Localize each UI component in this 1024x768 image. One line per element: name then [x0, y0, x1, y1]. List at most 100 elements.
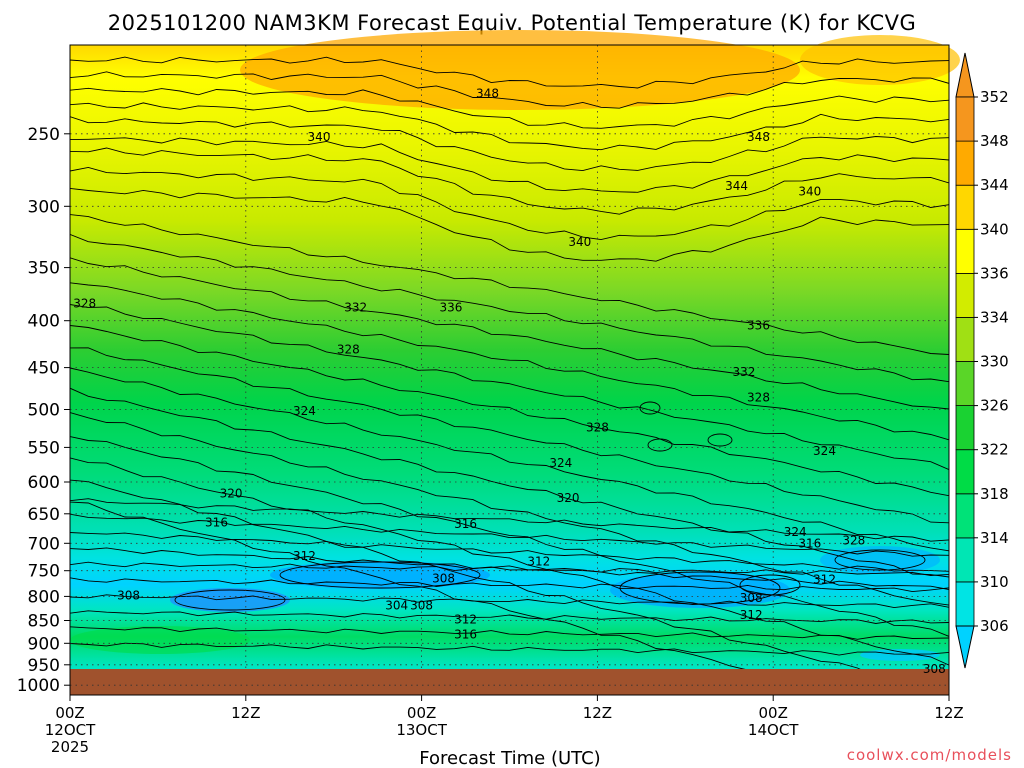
contour-line	[70, 367, 949, 552]
colorbar-swatch	[955, 140, 975, 186]
contour-line	[70, 304, 949, 471]
closed-contour	[834, 549, 926, 571]
y-tick-label: 450	[28, 359, 60, 379]
contour-line	[70, 116, 949, 172]
y-tick-label: 800	[28, 587, 60, 607]
colorbar-swatch	[955, 361, 975, 406]
y-tick-label: 850	[28, 612, 60, 632]
contour-label: 328	[842, 534, 865, 548]
contour-label: 312	[527, 555, 550, 569]
colorbar-min-arrow	[955, 625, 975, 669]
colorbar-label: 336	[980, 264, 1009, 282]
x-tick-label: 12Z	[231, 704, 260, 722]
colorbar-swatch	[955, 449, 975, 495]
field-region	[860, 649, 940, 661]
y-tick-label: 350	[28, 259, 60, 279]
contour-label: 320	[220, 487, 243, 501]
contour-line	[70, 513, 949, 557]
contour-label: 340	[568, 235, 591, 249]
contour-label: 312	[813, 573, 836, 587]
y-tick-label: 700	[28, 534, 60, 554]
ground-surface	[70, 669, 949, 695]
colorbar-swatch	[955, 405, 975, 451]
colorbar-label: 318	[980, 485, 1009, 503]
x-axis-label: Forecast Time (UTC)	[419, 748, 600, 768]
colorbar-swatch	[955, 228, 975, 274]
colorbar-swatch	[955, 537, 975, 583]
contour-label: 336	[439, 301, 462, 315]
credit-text: coolwx.com/models	[847, 746, 1012, 764]
x-tick-label: 13OCT	[396, 721, 447, 739]
contour-line	[70, 561, 949, 576]
colorbar-label: 326	[980, 397, 1009, 415]
contour-line	[70, 594, 949, 609]
contour-label: 348	[476, 87, 499, 101]
y-tick-label: 550	[28, 438, 60, 458]
contour-label: 308	[432, 572, 455, 586]
contour-lines	[70, 56, 949, 695]
contour-label: 328	[337, 343, 360, 357]
contour-label: 324	[549, 456, 572, 470]
contour-label: 332	[732, 365, 755, 379]
contour-label: 348	[747, 130, 770, 144]
contour-line	[70, 325, 949, 497]
contour-label: 332	[344, 301, 367, 315]
x-tick-label: 12Z	[934, 704, 963, 722]
colorbar-swatch	[955, 493, 975, 539]
contour-label: 308	[923, 662, 946, 676]
contour-labels: 348 348 340 344 340 340 328 332 336 336 328 332 328 3…	[73, 87, 946, 676]
contour-line	[70, 532, 949, 572]
colorbar-label: 340	[980, 220, 1009, 238]
y-tick-label: 900	[28, 634, 60, 654]
contour-label: 316	[798, 536, 821, 550]
x-tick-label: 00Z	[407, 704, 436, 722]
x-tick-label: 2025	[51, 738, 89, 756]
colorbar-label: 314	[980, 529, 1009, 547]
contour-label: 316	[454, 627, 477, 641]
closed-contour	[279, 561, 481, 589]
contour-line	[70, 166, 949, 241]
contour-line	[70, 412, 949, 606]
contour-label: 344	[725, 179, 748, 193]
contour-line	[70, 102, 949, 151]
field-region	[610, 572, 790, 608]
colorbar-swatch	[955, 316, 975, 362]
contour-label: 312	[293, 549, 316, 563]
colorbar-label: 348	[980, 132, 1009, 150]
contour-line	[70, 257, 949, 410]
contour-label: 324	[784, 525, 807, 539]
contour-line	[70, 498, 949, 542]
field-region	[170, 588, 290, 612]
contour-line	[70, 71, 949, 109]
contour-label: 316	[205, 515, 228, 529]
closed-contour	[739, 574, 801, 596]
contour-label: 328	[73, 296, 96, 310]
contour-line	[70, 137, 949, 193]
colorbar-swatch	[955, 581, 975, 627]
colorbar-label: 352	[980, 88, 1009, 106]
contour-line	[70, 642, 949, 656]
contour-line	[70, 436, 949, 637]
grid	[70, 45, 949, 686]
y-tick-label: 400	[28, 312, 60, 332]
closed-contour	[619, 571, 781, 605]
colorbar-swatch	[955, 184, 975, 230]
contour-line	[70, 187, 949, 262]
x-tick-label: 12Z	[583, 704, 612, 722]
y-tick-label: 950	[28, 656, 60, 676]
colorbar-label: 334	[980, 308, 1009, 326]
x-tick-label: 12OCT	[45, 721, 96, 739]
y-tick-label: 750	[28, 562, 60, 582]
contour-label: 312	[454, 613, 477, 627]
contour-line	[70, 233, 949, 383]
y-axis: 2503003504004505005506006507007508008509…	[17, 125, 70, 696]
contour-label: 328	[747, 390, 770, 404]
contour-line	[70, 87, 949, 129]
closed-contour	[647, 438, 673, 452]
plot-frame	[69, 44, 950, 696]
field-region	[70, 626, 250, 654]
colorbar: 306 310 314 318 322 326 330 334 336 340 344 348 352	[955, 52, 1009, 669]
contour-label: 320	[557, 491, 580, 505]
